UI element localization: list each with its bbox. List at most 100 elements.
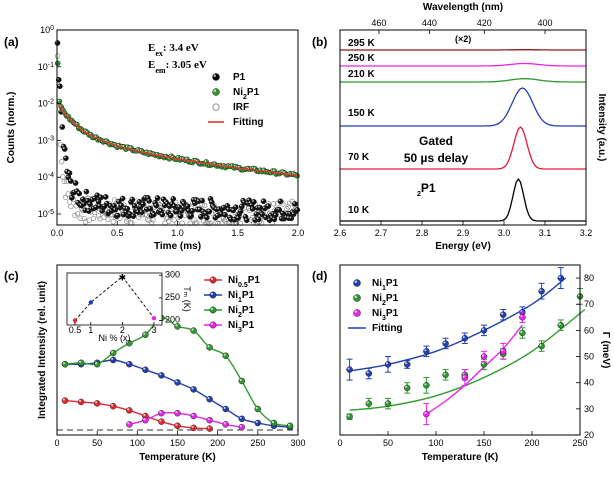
legend-marker-shine	[354, 295, 357, 298]
p1-point	[292, 201, 298, 207]
p1-point	[138, 209, 145, 215]
x-tick-label: 1.0	[171, 228, 184, 238]
legend-marker-shine	[210, 307, 214, 310]
legend-label-main: Fitting	[233, 117, 264, 128]
point-ni1p1-shine	[175, 380, 178, 383]
point-ni1p1-shine	[539, 289, 542, 292]
p1-point-shine	[213, 215, 216, 218]
p1-point-shine	[68, 179, 71, 181]
x-tick-label: 3.1	[539, 228, 552, 238]
point-ni0.5p1	[190, 424, 197, 432]
point-ni0.5p1	[109, 402, 117, 410]
p1-point	[124, 205, 131, 212]
legend-marker-shine	[213, 74, 216, 77]
x-axis-label: Temperature (K)	[139, 452, 216, 463]
point-ni2p1-shine	[207, 345, 210, 348]
p1-point-shine	[212, 205, 215, 208]
point-ni0.5p1	[126, 407, 133, 414]
point-ni2p1	[384, 400, 392, 407]
point-ni2p1	[93, 360, 101, 368]
p1-point-shine	[253, 218, 256, 220]
inset-x-tick-label: 3	[151, 325, 156, 335]
p1-point	[79, 196, 86, 203]
p1-point	[154, 195, 161, 201]
p1-point-shine	[279, 216, 282, 219]
point-ni1p1-shine	[143, 367, 146, 370]
point-ni1p1-shine	[443, 341, 446, 344]
p1-point-shine	[179, 208, 182, 211]
y-tick-label: 100	[40, 25, 54, 36]
point-ni2p1	[61, 360, 69, 368]
inset-x-tick-label: 1	[88, 325, 93, 335]
legend-marker	[212, 73, 220, 81]
x-tick-label: 0	[54, 438, 59, 448]
p1-point	[232, 204, 239, 211]
p1-point	[277, 198, 284, 205]
p1-point	[114, 212, 121, 219]
point-ni0.5p1	[93, 400, 101, 407]
x-tick-label: 150	[476, 438, 491, 448]
p1-point	[222, 211, 228, 218]
legend-label-main: Ni	[228, 275, 238, 286]
point-ni2p1-shine	[405, 385, 408, 388]
delay-annotation: 50 µs delay	[404, 151, 469, 165]
y-tick-label: 50	[584, 352, 594, 362]
spectrum-150k	[340, 87, 586, 127]
point-ni3p1-shine	[175, 411, 178, 414]
point-ni1p1	[190, 386, 197, 393]
point-ni2p1-shine	[347, 414, 350, 417]
p1-point-shine	[178, 214, 181, 217]
spectrum-250k	[340, 62, 586, 67]
point-ni3p1	[519, 314, 526, 321]
p1-point-shine	[61, 144, 64, 147]
p1-point	[72, 180, 79, 186]
p1-point-shine	[244, 218, 247, 221]
compound-annotation-sub: 2	[417, 191, 421, 198]
ni2p1-point-shine	[176, 155, 179, 158]
point-ni2p1	[142, 331, 149, 339]
annotation-sub: ex	[155, 49, 163, 58]
point-ni3p1-shine	[127, 422, 130, 425]
irf-point	[77, 215, 83, 221]
p1-point-shine	[182, 201, 184, 204]
p1-point-shine	[284, 215, 287, 218]
p1-point	[57, 83, 63, 90]
annotation-eex: Eex: 3.4 eV	[148, 42, 199, 58]
point-ni2p1-shine	[424, 383, 427, 386]
legend-label-tail: P1	[242, 320, 255, 331]
inset-frame	[66, 272, 163, 326]
temperature-label: 70 K	[348, 152, 370, 163]
legend-marker	[212, 103, 220, 111]
point-ni2p1-shine	[287, 423, 291, 426]
p1-point-shine	[74, 189, 77, 192]
point-ni1p1-shine	[347, 367, 350, 370]
inset-y-tick-label: 300	[165, 269, 180, 279]
point-ni1p1	[557, 274, 565, 282]
x-tick-label: 250	[572, 438, 587, 448]
p1-point-shine	[82, 202, 84, 204]
p1-point-shine	[137, 200, 140, 202]
point-ni3p1-shine	[143, 418, 146, 421]
p1-point	[189, 208, 196, 214]
p1-point-shine	[195, 207, 198, 210]
p1-point-shine	[166, 210, 169, 213]
point-ni1p1	[222, 405, 229, 413]
y-tick-base: 10	[40, 25, 50, 35]
p1-point	[63, 155, 69, 162]
p1-point-shine	[120, 196, 123, 199]
point-ni2p1	[190, 327, 197, 334]
inset-y-label: Tₘ (K)	[182, 286, 192, 312]
irf-point	[74, 211, 81, 217]
point-ni3p1	[174, 409, 181, 417]
p1-point-shine	[243, 214, 246, 217]
legend-label: Ni2P1	[228, 305, 255, 319]
p1-point	[188, 212, 195, 219]
point-ni3p1-shine	[223, 422, 226, 425]
irf-point	[62, 194, 69, 200]
x-tick-label: 2.6	[334, 228, 347, 238]
x-axis-label: Temperature (K)	[422, 452, 499, 463]
p1-point	[140, 201, 146, 207]
p1-point-shine	[77, 191, 80, 194]
p1-point-shine	[266, 204, 269, 207]
